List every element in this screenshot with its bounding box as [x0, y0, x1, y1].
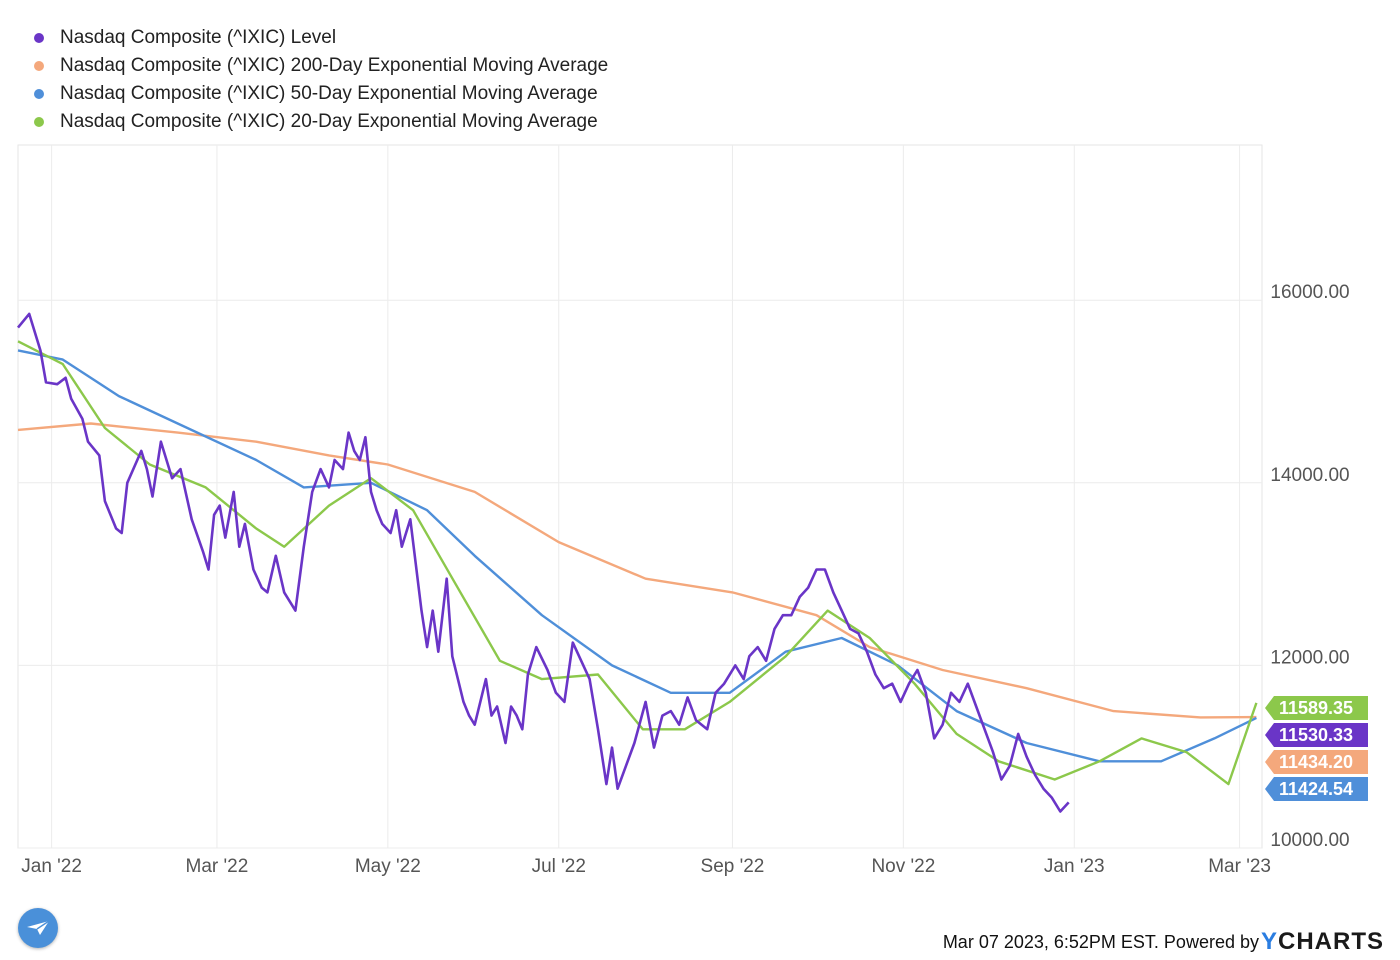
end-value-label: 11589.35	[1279, 698, 1353, 718]
footer-timestamp: Mar 07 2023, 6:52PM EST. Powered by	[942, 931, 1259, 952]
plot-frame	[17, 144, 1263, 849]
legend-item-ema50[interactable]: Nasdaq Composite (^IXIC) 50-Day Exponent…	[34, 80, 608, 108]
ycharts-logo-text: CHARTS	[1278, 928, 1384, 955]
paper-plane-icon	[27, 920, 50, 935]
x-tick-label: Mar '23	[1208, 856, 1271, 877]
legend-item-level[interactable]: Nasdaq Composite (^IXIC) Level	[34, 24, 608, 52]
legend-item-ema20[interactable]: Nasdaq Composite (^IXIC) 20-Day Exponent…	[34, 108, 608, 136]
series-line-1[interactable]	[17, 422, 1257, 719]
legend-dot-ema50	[34, 89, 44, 99]
x-tick-label: Jul '22	[532, 856, 586, 877]
x-tick-label: May '22	[355, 856, 421, 877]
line-chart: 10000.00 12000.00 14000.00 16000.00 Jan '22 M…	[16, 144, 1368, 877]
share-button[interactable]	[18, 908, 58, 948]
x-tick-label: Jan '23	[1044, 856, 1105, 877]
x-tick-label: Nov '22	[871, 856, 935, 877]
series-line-2[interactable]	[17, 349, 1257, 763]
y-tick-label: 10000.00	[1270, 830, 1349, 851]
ycharts-logo[interactable]: YCHARTS	[1261, 928, 1384, 956]
chart-footer: Mar 07 2023, 6:52PM EST. Powered by YCHA…	[943, 928, 1384, 956]
legend-label-level: Nasdaq Composite (^IXIC) Level	[60, 27, 337, 48]
series-line-3[interactable]	[17, 340, 1258, 786]
series-line-0[interactable]	[16, 312, 1070, 813]
legend-dot-level	[34, 33, 44, 43]
end-value-label: 11434.20	[1279, 752, 1353, 772]
chart-legend: Nasdaq Composite (^IXIC) Level Nasdaq Co…	[34, 24, 608, 136]
ycharts-logo-y: Y	[1260, 928, 1278, 955]
end-value-tag	[1265, 696, 1368, 720]
y-tick-label: 14000.00	[1270, 465, 1349, 486]
legend-label-ema200: Nasdaq Composite (^IXIC) 200-Day Exponen…	[60, 55, 609, 76]
end-value-tag	[1265, 750, 1368, 774]
x-tick-label: Mar '22	[186, 856, 249, 877]
y-tick-label: 12000.00	[1270, 647, 1349, 668]
legend-label-ema50: Nasdaq Composite (^IXIC) 50-Day Exponent…	[60, 83, 598, 104]
legend-item-ema200[interactable]: Nasdaq Composite (^IXIC) 200-Day Exponen…	[34, 52, 608, 80]
legend-dot-ema200	[34, 61, 44, 71]
y-tick-label: 16000.00	[1270, 282, 1349, 303]
end-value-tag	[1265, 777, 1368, 801]
legend-label-ema20: Nasdaq Composite (^IXIC) 20-Day Exponent…	[60, 111, 598, 132]
x-tick-label: Sep '22	[701, 856, 765, 877]
end-value-label: 11530.33	[1279, 725, 1353, 745]
legend-dot-ema20	[34, 117, 44, 127]
end-value-label: 11424.54	[1279, 779, 1353, 799]
x-tick-label: Jan '22	[21, 856, 82, 877]
end-value-tag	[1265, 723, 1368, 747]
